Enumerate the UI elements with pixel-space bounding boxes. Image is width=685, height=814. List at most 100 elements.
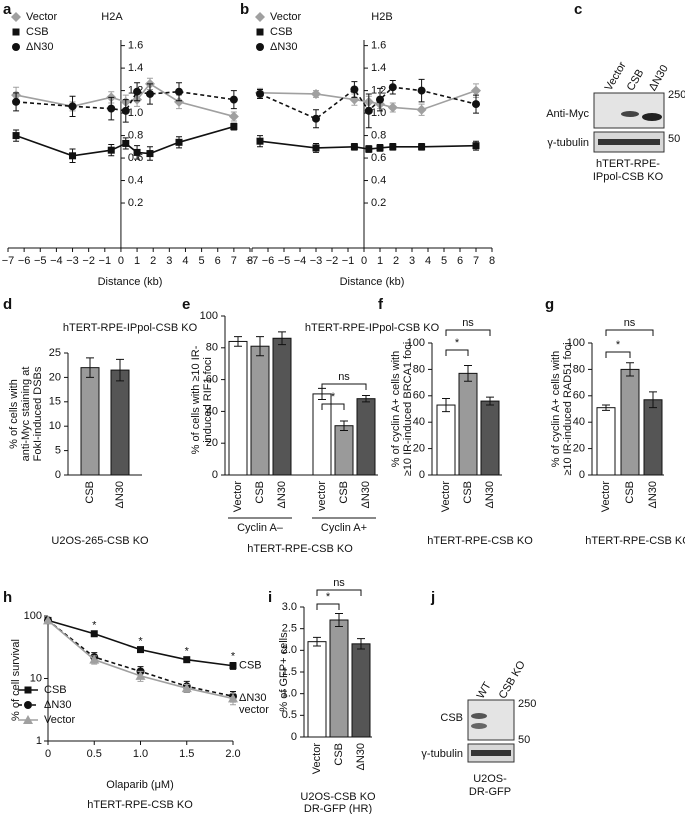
caption: hTERT-RPE-CSB KO <box>585 535 685 547</box>
y-tick-label: 0.6 <box>371 152 386 164</box>
y-tick-label: 100 <box>24 610 42 622</box>
y-tick-label: 80 <box>206 342 218 354</box>
legend-marker <box>256 28 264 36</box>
legend-label: ΔN30 <box>270 41 298 53</box>
marker <box>388 83 397 92</box>
significance-bracket <box>445 349 469 356</box>
significance-bracket <box>605 351 631 358</box>
panel-label: b <box>240 1 249 18</box>
x-tick-label: ΔN30 <box>355 743 367 771</box>
x-axis-label: Distance (kb) <box>98 276 163 288</box>
marker <box>228 693 238 703</box>
bar <box>110 369 130 476</box>
y-tick-label: 10 <box>49 420 61 432</box>
bar <box>458 372 478 476</box>
end-label: CSB <box>239 660 262 672</box>
x-tick-label: ΔN30 <box>484 481 496 509</box>
blot-membrane <box>593 92 665 129</box>
y-tick-label: 1.4 <box>128 62 143 74</box>
legend-marker <box>255 12 265 22</box>
x-tick-label: CSB <box>254 481 266 504</box>
y-axis-label: ≥10 IR-induced RAD51 foci <box>562 342 574 475</box>
caption: U2OS-265-CSB KO <box>51 535 149 547</box>
y-tick-label: 25 <box>49 347 61 359</box>
x-tick-label: 5 <box>199 255 205 267</box>
y-tick-label: 1.0 <box>371 107 386 119</box>
error-bar <box>362 395 370 403</box>
x-tick-label: 1 <box>377 255 383 267</box>
marker <box>133 87 142 96</box>
x-tick-label: CSB <box>624 481 636 504</box>
legend-marker <box>256 43 264 51</box>
bar <box>250 345 270 476</box>
marker <box>417 86 426 95</box>
end-label: vector <box>239 704 269 716</box>
legend-marker <box>12 43 20 51</box>
significance-bracket <box>605 329 654 336</box>
group-label: Cyclin A– <box>237 522 284 534</box>
error-bar <box>602 404 610 411</box>
marker <box>364 106 373 115</box>
error-bar <box>278 331 286 346</box>
significance-bracket <box>321 403 345 410</box>
marker <box>389 143 397 151</box>
y-axis-label: % of cyclin A+ cells with <box>390 351 402 467</box>
bar <box>620 368 640 476</box>
x-tick-label: Vector <box>600 481 612 513</box>
caption: U2OS-CSB KO <box>300 791 376 803</box>
panel-label: f <box>378 296 384 313</box>
series-line <box>15 125 235 157</box>
x-tick-label: −2 <box>82 255 95 267</box>
marker <box>376 144 384 152</box>
y-tick-label: 1.0 <box>282 688 297 700</box>
row-label: γ-tubulin <box>421 748 463 760</box>
legend-label: CSB <box>26 26 49 38</box>
marker <box>365 145 373 153</box>
blot-j: j WT CSB KO CSB γ-tubulin 250 50 U2OS- D… <box>421 589 536 798</box>
x-tick-label: 8 <box>489 255 495 267</box>
error-bar <box>486 396 494 406</box>
series-line <box>259 86 477 120</box>
lane-label: CSB <box>625 67 647 93</box>
y-tick-label: 0 <box>419 469 425 481</box>
y-tick-label: 60 <box>413 390 425 402</box>
marker <box>137 646 144 654</box>
caption: DR-GFP <box>469 786 511 798</box>
group-label: Cyclin A+ <box>321 522 367 534</box>
marker <box>376 95 384 104</box>
x-axis-label: Olaparib (μM) <box>106 779 173 791</box>
marker <box>89 654 100 664</box>
marker <box>43 615 53 625</box>
band <box>471 750 511 756</box>
row-label: CSB <box>440 712 463 724</box>
caption: DR-GFP (HR) <box>304 803 372 814</box>
series-line <box>259 89 477 111</box>
marker <box>68 102 77 111</box>
significance: * <box>231 650 236 662</box>
lane-label: WT <box>475 680 494 701</box>
y-tick-label: 0.4 <box>128 174 143 186</box>
x-tick-label: −3 <box>310 255 323 267</box>
x-tick-label: −6 <box>18 255 31 267</box>
caption: hTERT-RPE-CSB KO <box>247 543 353 555</box>
y-tick-label: 0.4 <box>371 174 386 186</box>
blot-membrane <box>467 699 515 741</box>
bar <box>480 400 500 476</box>
legend-marker <box>24 701 32 709</box>
bar <box>436 404 456 476</box>
marker <box>229 95 238 104</box>
bar <box>334 425 354 476</box>
caption: hTERT-RPE-CSB KO <box>87 799 193 811</box>
error-bar <box>442 397 450 413</box>
marker <box>472 142 480 150</box>
significance: ns <box>624 317 636 329</box>
legend-label: ΔN30 <box>44 699 72 711</box>
error-bar <box>86 357 94 378</box>
legend-label: CSB <box>44 684 67 696</box>
y-tick-label: 0.5 <box>282 709 297 721</box>
marker <box>181 683 192 693</box>
y-axis-label: anti-Myc staining at <box>20 367 32 462</box>
x-tick-label: CSB <box>338 481 350 504</box>
x-tick-label: 1.5 <box>179 748 194 760</box>
